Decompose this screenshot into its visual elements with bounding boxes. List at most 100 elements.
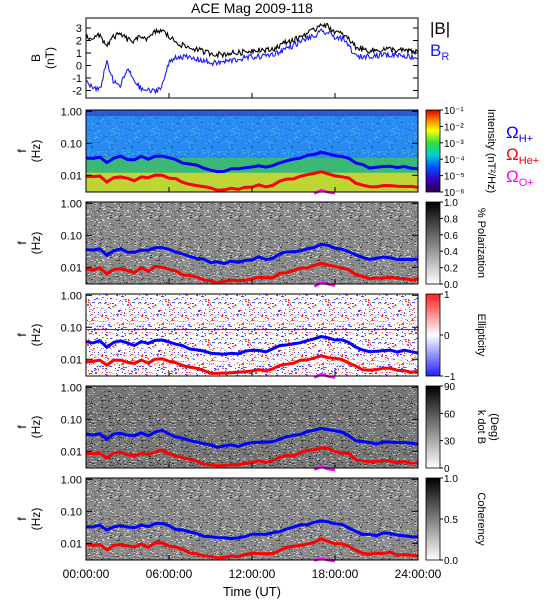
colorbar-tick-label: 0.5 xyxy=(444,515,458,526)
legend-h-plus: ΩH+ xyxy=(506,123,533,145)
x-tick-label: 18:00:00 xyxy=(312,567,359,581)
y-tick-label: 0.01 xyxy=(61,538,82,550)
colorbar-tick-label: 90 xyxy=(444,382,456,393)
legend-subscript: H+ xyxy=(519,133,533,145)
y-axis-unit: (nT) xyxy=(43,47,57,69)
colorbar-label: Ellipticity xyxy=(475,314,487,357)
legend-he-plus: ΩHe+ xyxy=(506,145,539,167)
y-axis-label: f xyxy=(15,425,29,429)
colorbar-tick-label: 0.0 xyxy=(444,280,458,291)
colorbar-tick-label: 10⁻³ xyxy=(444,139,464,150)
y-tick-label: 3 xyxy=(76,23,82,35)
colorbar xyxy=(425,109,441,193)
y-axis-label: f xyxy=(15,241,29,245)
y-tick-label: 0.01 xyxy=(61,170,82,182)
colorbar-tick-label: 10⁻⁴ xyxy=(444,155,465,166)
colorbar-tick-label: 1.0 xyxy=(444,198,458,209)
colorbar xyxy=(425,293,441,377)
colorbar xyxy=(425,201,441,285)
y-tick-label: 1.00 xyxy=(61,106,82,118)
colorbar-tick-label: 10⁻¹ xyxy=(444,106,464,117)
x-tick-label: 24:00:00 xyxy=(395,567,442,581)
colorbar-tick-label: 0.8 xyxy=(444,214,458,225)
gyro-line-omega-h xyxy=(85,150,419,174)
y-tick-label: 1.00 xyxy=(61,382,82,394)
legend-subscript: He+ xyxy=(519,155,540,167)
y-tick-label: 0.01 xyxy=(61,446,82,458)
series-line-b-total xyxy=(85,22,419,59)
colorbar-tick-label: 1.0 xyxy=(444,474,458,485)
colorbar-tick-label: 10⁻⁶ xyxy=(444,188,465,199)
y-axis-label: f xyxy=(15,333,29,337)
gyro-line-omega-h xyxy=(85,519,419,541)
panel-k-dot-b: 0.01 0.10 1.00 f (Hz) 0 30 60 90 k dot B (Deg) xyxy=(15,382,500,475)
series-line-b-r xyxy=(85,28,419,95)
spectrogram-background xyxy=(86,294,418,376)
colorbar-label-unit: (Deg) xyxy=(488,413,500,441)
colorbar-label: k dot B xyxy=(475,410,487,444)
colorbar-tick-label: 0 xyxy=(444,464,450,475)
y-axis-unit: (Hz) xyxy=(29,324,43,347)
y-tick-label: 1.00 xyxy=(61,198,82,210)
y-tick-label: -2 xyxy=(72,86,82,98)
colorbar-tick-label: 30 xyxy=(444,437,456,448)
y-tick-label: 1.00 xyxy=(61,474,82,486)
gyro-line-omega-h xyxy=(85,426,419,449)
gyro-line-omega-o xyxy=(313,281,336,288)
colorbar xyxy=(425,477,441,561)
spectrogram-band-top xyxy=(86,110,418,116)
legend-b-total: |B| xyxy=(430,19,450,38)
colorbar-tick-label: 0 xyxy=(444,331,450,342)
y-tick-label: 0.01 xyxy=(61,354,82,366)
colorbar-tick-label: 60 xyxy=(444,409,456,420)
colorbar-tick-label: 0.6 xyxy=(444,231,458,242)
x-tick-label: 06:00:00 xyxy=(146,567,193,581)
panel-polarization: 0.01 0.10 1.00 f (Hz) 0.0 0.2 0.4 0.6 0.8 1.0 % Pol… xyxy=(15,198,487,291)
x-tick-label: 12:00:00 xyxy=(229,567,276,581)
x-axis-label: Time (UT) xyxy=(223,584,281,599)
colorbar xyxy=(425,385,441,469)
legend-subscript: O+ xyxy=(519,177,534,189)
y-axis-label: B xyxy=(29,54,43,62)
panel-intensity: 0.01 0.10 1.00 f (Hz) 10⁻⁶ 10⁻⁵ 10⁻⁴ 10⁻³ 10⁻² 10⁻… xyxy=(15,106,539,199)
y-tick-label: 0.01 xyxy=(61,262,82,274)
y-tick-label: 1.00 xyxy=(61,290,82,302)
spectrogram-background xyxy=(86,202,418,284)
colorbar-tick-label: 0.4 xyxy=(444,247,458,258)
gyro-line-omega-he xyxy=(85,537,419,560)
gyro-line-omega-h xyxy=(85,335,419,356)
y-tick-label: 2 xyxy=(76,36,82,48)
colorbar-tick-label: 10⁻² xyxy=(444,122,464,133)
colorbar-tick-label: 0.2 xyxy=(444,264,458,275)
y-axis-unit: (Hz) xyxy=(29,140,43,163)
spectrogram-background xyxy=(86,478,418,560)
y-tick-label: 1 xyxy=(76,48,82,60)
y-axis-unit: (Hz) xyxy=(29,232,43,255)
y-tick-label: 0.10 xyxy=(61,230,82,242)
colorbar-tick-label: 10⁻⁵ xyxy=(444,172,465,183)
y-axis-unit: (Hz) xyxy=(29,508,43,531)
x-axis: 00:00:00 06:00:00 12:00:00 18:00:00 24:00:00 xyxy=(63,93,442,581)
panel-coherency: 0.01 0.10 1.00 f (Hz) 0.0 0.5 1.0 Coherency xyxy=(15,474,487,567)
y-tick-label: 0.10 xyxy=(61,138,82,150)
colorbar-label: Coherency xyxy=(475,492,487,546)
colorbar-tick-label: 0.0 xyxy=(444,556,458,567)
gyro-line-omega-he xyxy=(85,354,419,375)
y-axis-label: f xyxy=(15,517,29,521)
y-tick-label: 0.10 xyxy=(61,414,82,426)
legend-b-r: BR xyxy=(430,41,449,63)
colorbar-label: Intensity (nT²/Hz) xyxy=(485,109,497,193)
legend-o-plus: ΩO+ xyxy=(506,167,534,189)
legend-subscript: R xyxy=(441,51,449,63)
y-tick-label: 0.10 xyxy=(61,322,82,334)
x-tick-label: 00:00:00 xyxy=(63,567,110,581)
colorbar-label: % Polarization xyxy=(475,208,487,278)
colorbar-tick-label: 1 xyxy=(444,290,450,301)
y-tick-label: 0.10 xyxy=(61,506,82,518)
gyro-line-omega-h xyxy=(85,242,419,266)
panel-ellipticity: 0.01 0.10 1.00 f (Hz) −1 0 1 Ellipticity xyxy=(15,290,487,383)
colorbar-tick-label: −1 xyxy=(444,372,456,383)
chart-title: ACE Mag 2009-118 xyxy=(191,0,313,16)
